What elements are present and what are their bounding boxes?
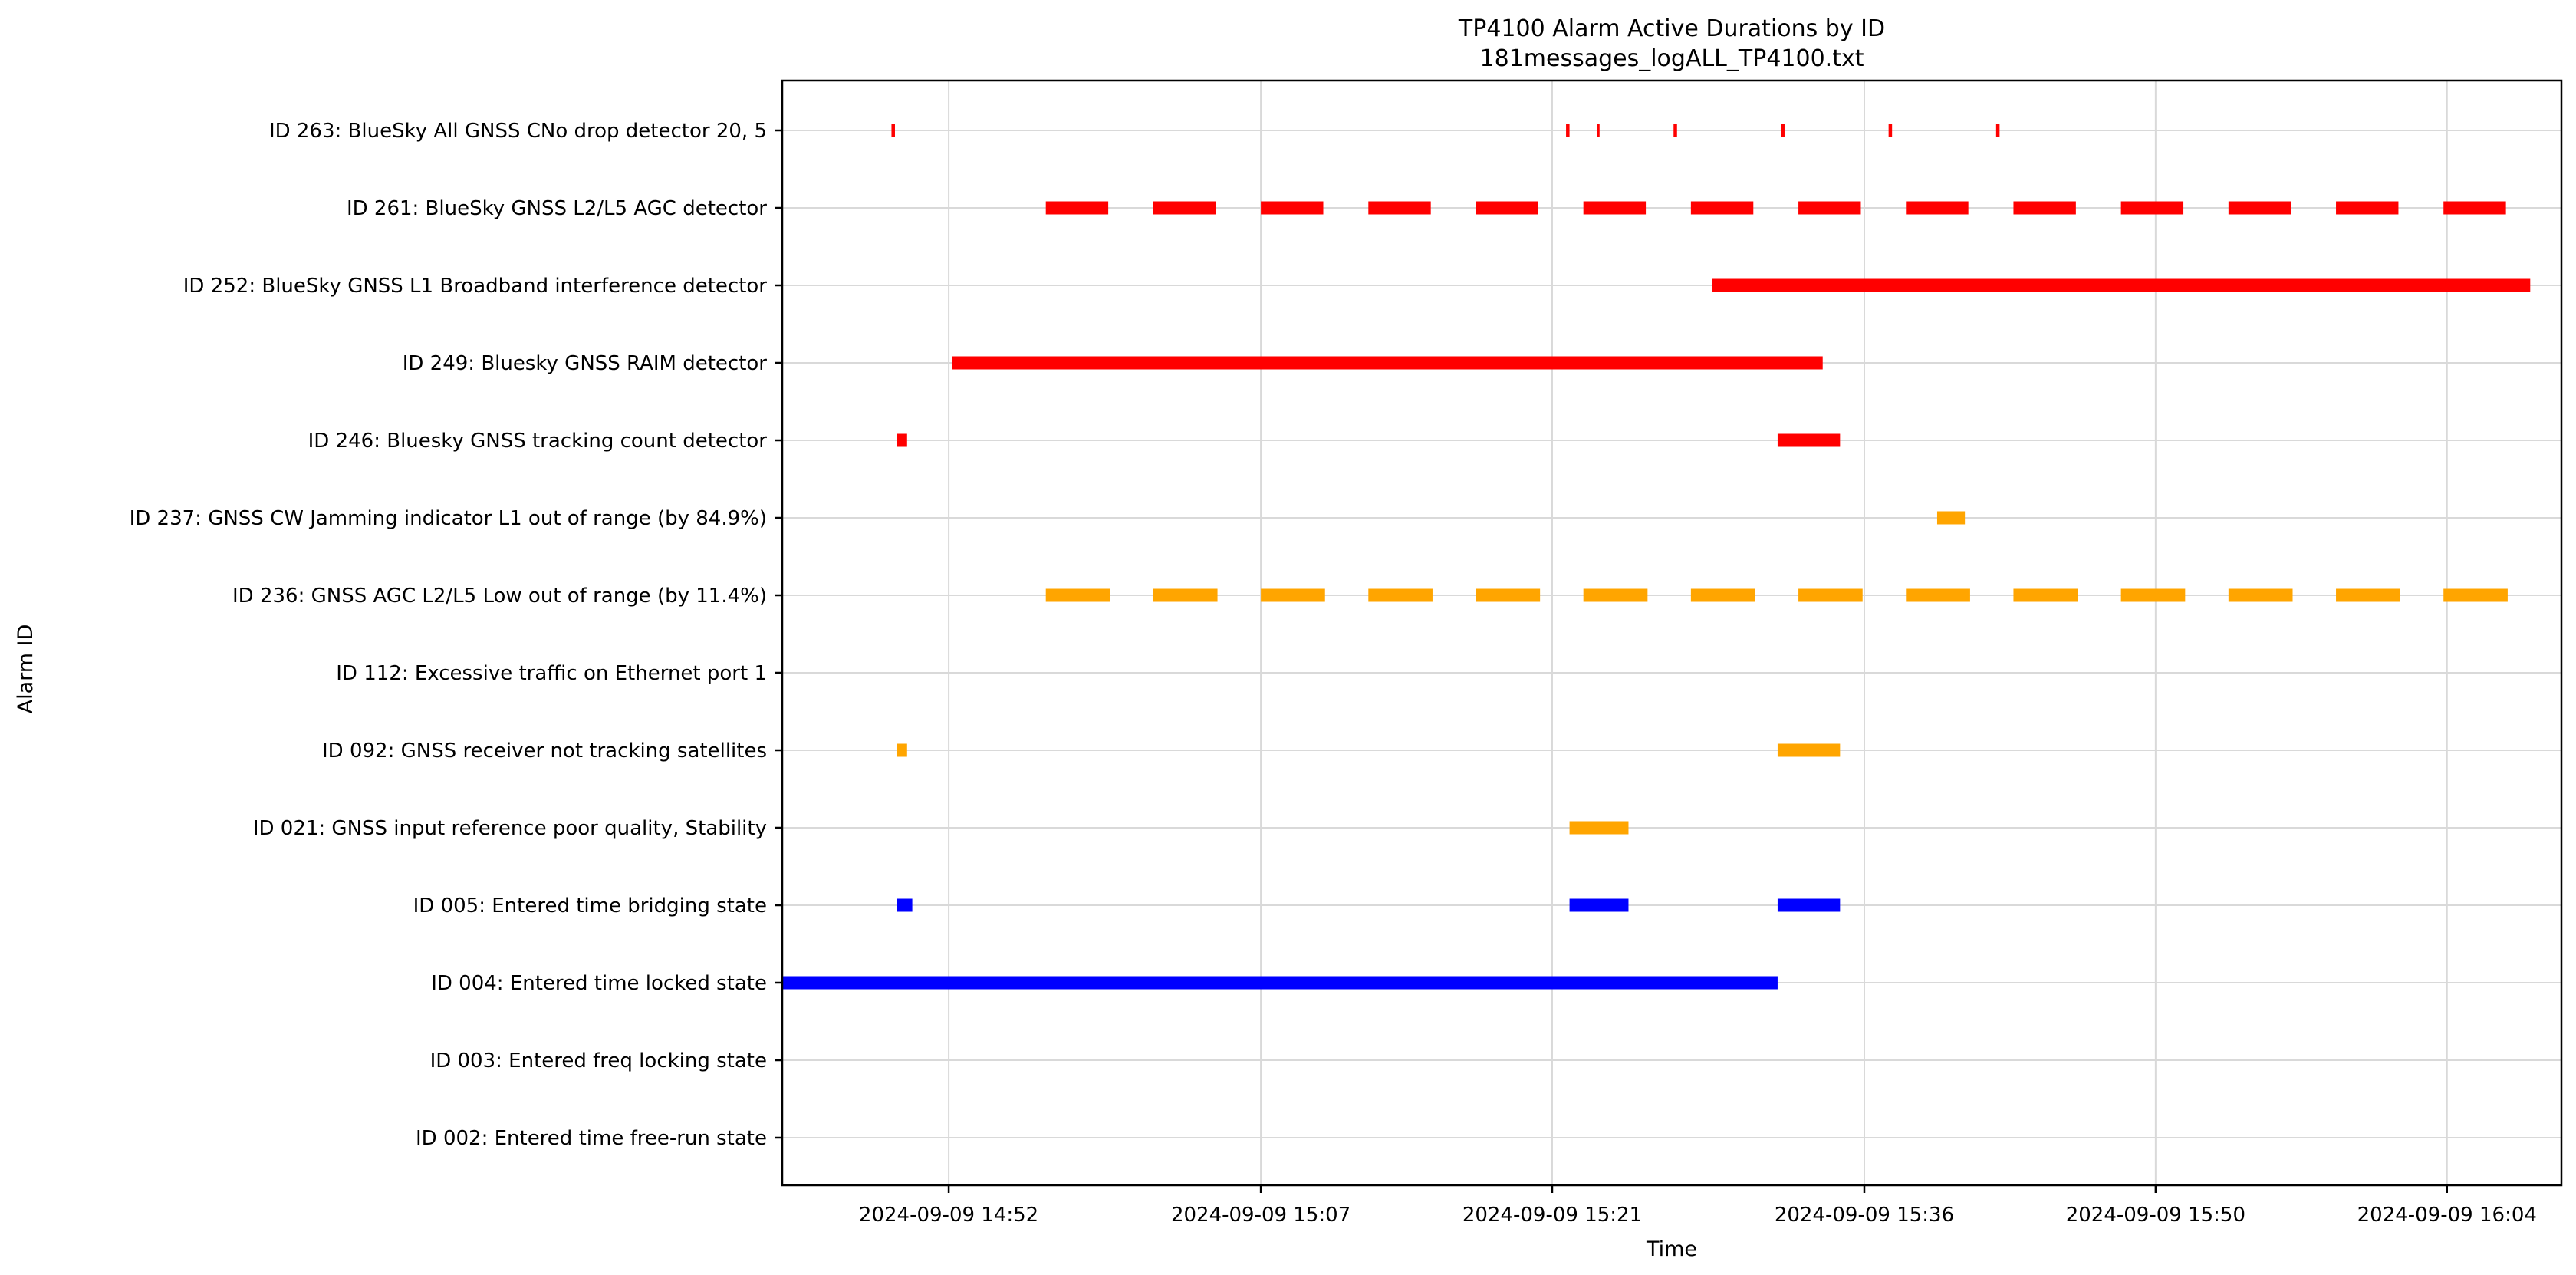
- alarm-active-bar: [2443, 588, 2508, 602]
- alarm-bars: [782, 124, 2531, 990]
- alarm-active-bar: [897, 743, 907, 757]
- y-tick-label: ID 004: Entered time locked state: [431, 972, 767, 995]
- x-gridlines: [948, 81, 2448, 1185]
- x-axis-label: Time: [1646, 1237, 1697, 1261]
- alarm-active-bar: [1368, 588, 1433, 602]
- alarm-active-bar: [2336, 201, 2399, 215]
- alarm-active-bar: [1777, 433, 1841, 447]
- alarm-active-bar: [1690, 201, 1754, 215]
- alarm-active-bar: [2336, 588, 2400, 602]
- alarm-active-bar: [1777, 898, 1841, 912]
- alarm-active-bar: [897, 898, 913, 912]
- alarm-active-bar: [1569, 898, 1629, 912]
- alarm-active-bar: [1261, 588, 1325, 602]
- alarm-active-bar: [1906, 588, 1970, 602]
- y-tick-label: ID 005: Entered time bridging state: [413, 894, 767, 918]
- alarm-active-bar: [1153, 201, 1216, 215]
- alarm-active-bar: [1673, 124, 1677, 137]
- alarm-active-bar: [2443, 201, 2506, 215]
- x-tick-label: 2024-09-09 15:50: [2066, 1204, 2245, 1227]
- alarm-active-bar: [1597, 124, 1600, 137]
- y-tick-label: ID 092: GNSS receiver not tracking satel…: [322, 740, 767, 763]
- alarm-active-bar: [1368, 201, 1431, 215]
- x-axis: 2024-09-09 14:52 2024-09-09 15:07 2024-09-…: [859, 1185, 2537, 1227]
- alarm-active-bar: [1583, 201, 1647, 215]
- y-tick-label: ID 237: GNSS CW Jamming indicator L1 out…: [130, 507, 767, 530]
- alarm-active-bar: [2228, 201, 2291, 215]
- alarm-active-bar: [1045, 201, 1109, 215]
- alarm-active-bar: [891, 124, 895, 137]
- alarm-active-bar: [1781, 124, 1785, 137]
- y-tick-label: ID 021: GNSS input reference poor qualit…: [253, 817, 767, 840]
- alarm-active-bar: [1798, 588, 1863, 602]
- x-tick-label: 2024-09-09 14:52: [859, 1204, 1038, 1227]
- x-tick-label: 2024-09-09 16:04: [2357, 1204, 2537, 1227]
- y-tick-label: ID 002: Entered time free-run state: [416, 1127, 767, 1150]
- alarm-active-bar: [897, 433, 907, 447]
- alarm-active-bar: [1045, 588, 1110, 602]
- y-tick-label: ID 236: GNSS AGC L2/L5 Low out of range …: [232, 585, 767, 608]
- x-tick-label: 2024-09-09 15:07: [1171, 1204, 1351, 1227]
- alarm-active-bar: [952, 356, 1823, 370]
- x-tick-label: 2024-09-09 15:21: [1462, 1204, 1642, 1227]
- y-tick-label: ID 252: BlueSky GNSS L1 Broadband interf…: [183, 275, 768, 298]
- y-tick-label: ID 246: Bluesky GNSS tracking count dete…: [308, 430, 768, 453]
- plot-frame: [781, 79, 2563, 1187]
- alarm-active-bar: [2120, 201, 2184, 215]
- x-tick-label: 2024-09-09 15:36: [1775, 1204, 1954, 1227]
- y-tick-label: ID 112: Excessive traffic on Ethernet po…: [336, 662, 767, 685]
- alarm-active-bar: [1777, 743, 1841, 757]
- y-tick-label: ID 263: BlueSky All GNSS CNo drop detect…: [269, 120, 767, 143]
- y-axis-label: Alarm ID: [14, 624, 38, 714]
- y-tick-label: ID 261: BlueSky GNSS L2/L5 AGC detector: [347, 197, 767, 220]
- y-axis: ID 263: BlueSky All GNSS CNo drop detect…: [130, 120, 782, 1150]
- alarm-active-bar: [1888, 124, 1893, 137]
- alarm-active-bar: [2013, 588, 2078, 602]
- alarm-active-bar: [1712, 278, 2531, 292]
- alarm-active-bar: [1476, 201, 1538, 215]
- alarm-active-bar: [782, 976, 1778, 990]
- alarm-active-bar: [1906, 201, 1969, 215]
- alarm-active-bar: [1936, 511, 1966, 525]
- alarm-active-bar: [2120, 588, 2186, 602]
- alarm-active-bar: [1261, 201, 1324, 215]
- alarm-active-bar: [1566, 124, 1570, 137]
- y-tick-label: ID 249: Bluesky GNSS RAIM detector: [403, 352, 768, 375]
- alarm-active-bar: [1583, 588, 1648, 602]
- alarm-active-bar: [1995, 124, 2000, 137]
- alarm-active-bar: [1798, 201, 1861, 215]
- y-tick-label: ID 003: Entered freq locking state: [430, 1049, 767, 1072]
- alarm-active-bar: [1476, 588, 1541, 602]
- alarm-active-bar: [1569, 821, 1629, 835]
- alarm-active-bar: [1690, 588, 1755, 602]
- alarm-active-bar: [2013, 201, 2076, 215]
- chart-subtitle: 181messages_logALL_TP4100.txt: [1480, 45, 1864, 72]
- alarm-active-bar: [2228, 588, 2293, 602]
- alarm-active-bar: [1153, 588, 1218, 602]
- chart-title: TP4100 Alarm Active Durations by ID: [1458, 15, 1885, 42]
